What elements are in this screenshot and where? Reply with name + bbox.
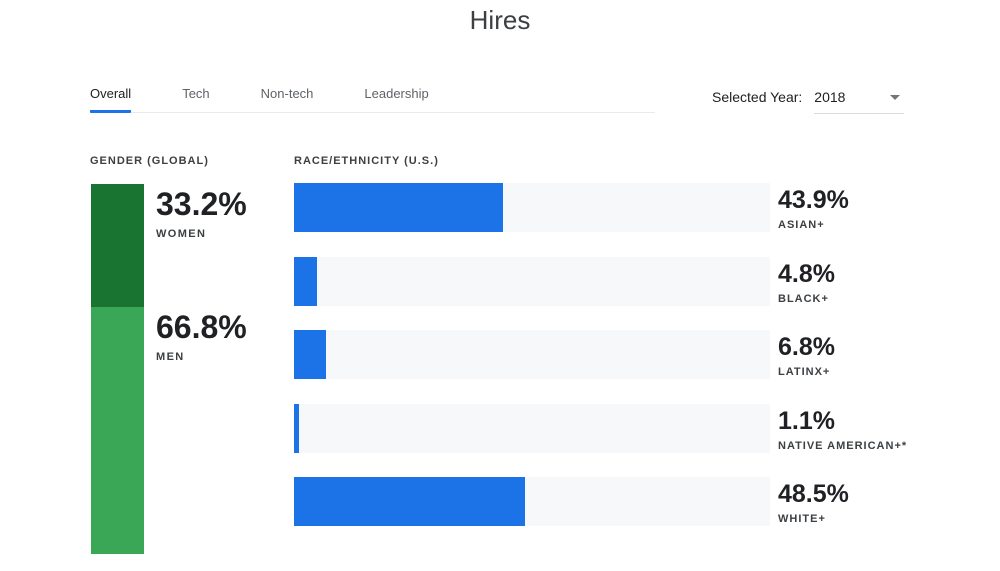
tab-leadership[interactable]: Leadership [364, 86, 429, 101]
year-selector: Selected Year: 2018 [712, 89, 905, 114]
chevron-down-icon [890, 95, 901, 100]
men-label: MEN [156, 351, 185, 363]
tab-overall[interactable]: Overall [90, 86, 132, 113]
gender-section-label: GENDER (GLOBAL) [90, 155, 209, 167]
race-stat: 6.8% LATINX+ [778, 333, 994, 378]
race-section-label: RACE/ETHNICITY (U.S.) [294, 155, 439, 167]
category-tabs: Overall Tech Non-tech Leadership [90, 86, 655, 113]
race-bar-row-black: 4.8% BLACK+ [294, 256, 835, 306]
race-bar-fill [294, 330, 327, 379]
gender-stacked-bar [91, 184, 144, 554]
race-percentage: 43.9% [778, 186, 849, 214]
race-label: BLACK+ [778, 292, 829, 305]
race-bar-row-native-american: 1.1% NATIVE AMERICAN+* [294, 403, 906, 453]
race-percentage: 6.8% [778, 333, 835, 361]
gender-men-stat: 66.8% MEN [156, 309, 247, 363]
gender-bar-men-segment [91, 306, 144, 554]
race-stat: 48.5% WHITE+ [778, 480, 994, 525]
race-label: ASIAN+ [778, 219, 825, 231]
race-stat: 4.8% BLACK+ [778, 260, 994, 305]
race-ethnicity-chart: 43.9% ASIAN+ 4.8% BLACK+ 6.8% LATINX+ 1.… [294, 183, 994, 551]
race-stat: 1.1% NATIVE AMERICAN+* [778, 407, 994, 452]
women-percentage: 33.2% [156, 186, 247, 222]
women-label: WOMEN [156, 228, 207, 240]
tab-non-tech[interactable]: Non-tech [260, 86, 314, 101]
race-bar-row-asian: 43.9% ASIAN+ [294, 183, 849, 232]
race-stat: 43.9% ASIAN+ [778, 186, 994, 231]
race-percentage: 4.8% [778, 259, 835, 288]
men-percentage: 66.8% [156, 309, 247, 345]
race-label: LATINX+ [778, 366, 831, 378]
gender-bar-women-segment [91, 184, 144, 307]
race-label: WHITE+ [778, 513, 826, 525]
race-percentage: 1.1% [778, 406, 835, 435]
year-selector-label: Selected Year: [712, 89, 803, 105]
race-bar-row-latinx: 6.8% LATINX+ [294, 330, 835, 379]
race-bar-fill [294, 183, 503, 232]
page-title: Hires [469, 5, 531, 35]
year-select-dropdown[interactable]: 2018 [814, 89, 905, 114]
tab-tech[interactable]: Tech [182, 86, 210, 101]
race-bar-fill [294, 256, 317, 306]
race-bar-row-white: 48.5% WHITE+ [294, 477, 849, 526]
year-select-value: 2018 [814, 89, 846, 105]
race-bar-fill [294, 477, 525, 526]
race-bar-fill [294, 403, 300, 453]
race-percentage: 48.5% [778, 480, 849, 508]
gender-women-stat: 33.2% WOMEN [156, 186, 247, 240]
race-label: NATIVE AMERICAN+* [778, 439, 908, 452]
